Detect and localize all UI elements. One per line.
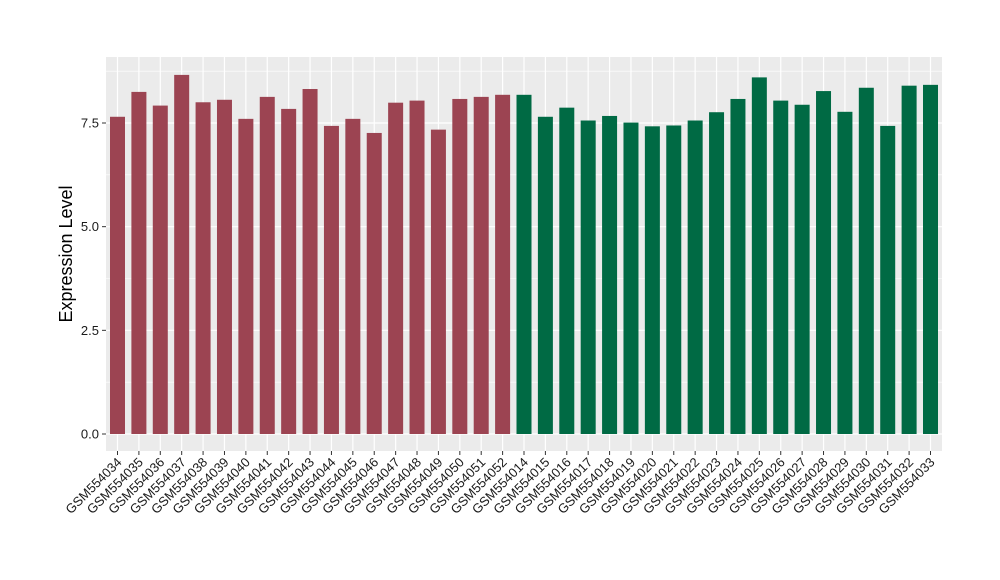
bar-GSM554018: [602, 115, 618, 434]
y-tick-label-3: 7.5: [81, 116, 99, 131]
y-axis: 0.0 2.5 5.0 7.5: [81, 116, 106, 442]
bar-GSM554025: [751, 77, 767, 435]
x-axis: GSM554034GSM554035GSM554036GSM554037GSM5…: [62, 451, 938, 517]
bar-GSM554044: [323, 125, 339, 435]
bar-GSM554045: [345, 118, 361, 434]
bar-GSM554046: [366, 132, 382, 434]
bar-GSM554015: [537, 116, 553, 434]
bar-GSM554028: [816, 91, 832, 434]
bar-GSM554034: [110, 116, 125, 434]
bar-GSM554032: [901, 85, 917, 435]
bar-GSM554022: [687, 120, 703, 435]
bar-GSM554023: [709, 112, 725, 435]
y-tick-label-2: 5.0: [81, 219, 99, 234]
bar-GSM554037: [174, 74, 190, 434]
bar-GSM554039: [216, 99, 232, 435]
bar-GSM554048: [409, 100, 425, 434]
bar-GSM554033: [923, 84, 938, 434]
bar-GSM554036: [152, 105, 168, 435]
bar-GSM554035: [131, 91, 147, 435]
bar-GSM554027: [794, 104, 810, 434]
bar-GSM554038: [195, 102, 211, 435]
y-tick-label-1: 2.5: [81, 323, 99, 338]
bar-GSM554041: [259, 96, 275, 434]
bar-GSM554020: [644, 126, 660, 435]
bar-GSM554019: [623, 122, 639, 435]
bar-GSM554030: [858, 87, 874, 435]
y-axis-title: Expression Level: [56, 185, 76, 322]
bar-GSM554021: [666, 125, 682, 434]
y-tick-label-0: 0.0: [81, 427, 99, 442]
bars: [110, 74, 938, 435]
bar-GSM554051: [473, 96, 489, 434]
bar-GSM554031: [880, 125, 896, 435]
bar-GSM554042: [281, 108, 297, 434]
bar-GSM554029: [837, 111, 853, 434]
bar-GSM554052: [495, 94, 511, 434]
bar-GSM554040: [238, 118, 254, 434]
bar-GSM554017: [580, 120, 596, 435]
bar-GSM554043: [302, 88, 318, 435]
bar-GSM554049: [430, 129, 446, 434]
bar-GSM554050: [452, 98, 468, 434]
bar-GSM554026: [773, 100, 789, 434]
bar-GSM554047: [388, 102, 404, 434]
bar-GSM554024: [730, 98, 746, 434]
bar-GSM554014: [516, 94, 532, 434]
bar-GSM554016: [559, 107, 575, 434]
